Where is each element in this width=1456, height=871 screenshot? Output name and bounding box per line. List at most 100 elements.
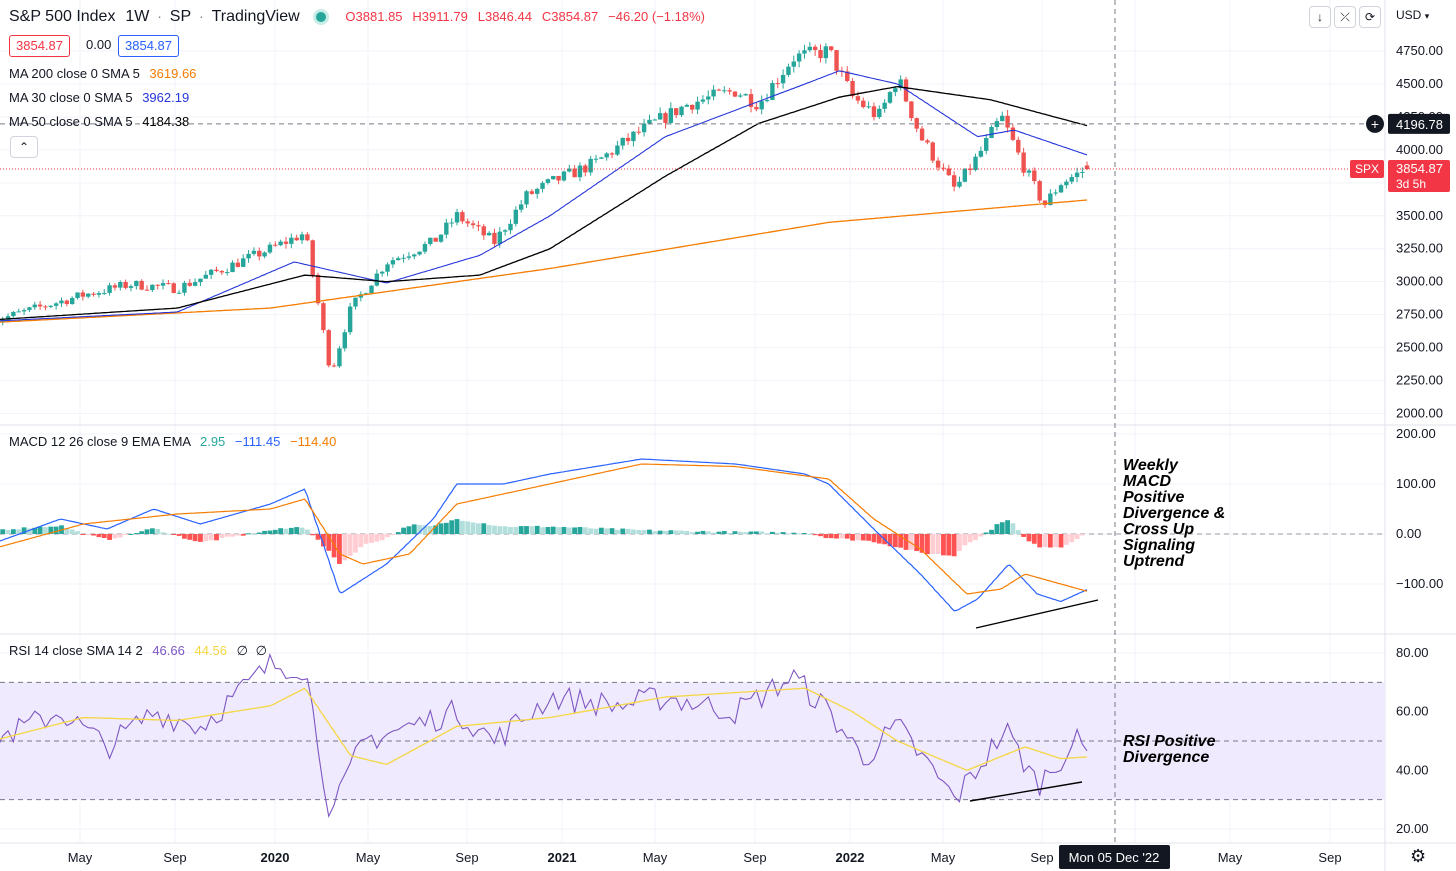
collapse-button[interactable]: ⤫ xyxy=(1334,6,1356,28)
macd-hist-bar xyxy=(534,525,540,534)
chevron-up-icon: ⌃ xyxy=(18,140,30,154)
time-tick-label: May xyxy=(643,850,668,865)
ohlc-close: C3854.87 xyxy=(541,9,599,24)
macd-hist-bar xyxy=(925,534,930,555)
last-price-tag xyxy=(1388,159,1450,192)
crosshair-price-text: 4196.78 xyxy=(1396,117,1443,132)
macd-hist-bar xyxy=(898,534,904,548)
macd-hist-bar xyxy=(518,526,524,534)
time-tick-label: May xyxy=(356,850,381,865)
candle-body xyxy=(150,284,155,291)
chevron-down-icon: ▾ xyxy=(1424,11,1430,21)
macd-hist-bar xyxy=(684,530,690,534)
ma200-value: 3619.66 xyxy=(149,66,197,81)
macd-hist-bar xyxy=(288,527,294,534)
ask-price-box[interactable]: 3854.87 xyxy=(118,35,179,57)
candle-body xyxy=(711,89,716,97)
macd-hist-value: 2.95 xyxy=(199,434,226,449)
candle-body xyxy=(1080,171,1085,173)
currency-select[interactable]: USD ▾ xyxy=(1396,8,1429,22)
candle-body xyxy=(909,101,914,119)
candle-body xyxy=(91,293,96,295)
last-price-text: 3854.87 xyxy=(1396,161,1443,176)
macd-hist-bar xyxy=(588,528,594,534)
macd-hist-bar xyxy=(310,534,316,536)
rsi-legend[interactable]: RSI 14 close SMA 14 2 46.66 44.56 ∅ ∅ xyxy=(9,643,267,659)
candle-body xyxy=(379,271,385,274)
macd-hist-bar xyxy=(786,533,791,535)
candle-body xyxy=(182,282,187,293)
arrow-down-button[interactable]: ↓ xyxy=(1309,6,1331,28)
macd-hist-bar xyxy=(53,526,59,534)
refresh-button[interactable]: ⟳ xyxy=(1359,6,1381,28)
macd-hist-bar xyxy=(855,534,861,541)
candle-body xyxy=(470,223,476,226)
candle-body xyxy=(551,175,556,180)
ma200-legend[interactable]: MA 200 close 0 SMA 5 3619.66 xyxy=(9,66,196,81)
candle-body xyxy=(353,297,358,307)
macd-hist-bar xyxy=(598,527,604,534)
candle-body xyxy=(620,137,625,146)
candle-body xyxy=(59,300,64,304)
macd-hist-bar xyxy=(582,527,588,534)
macd-hist-bar xyxy=(550,526,556,534)
gear-icon: ⚙ xyxy=(1410,846,1427,866)
ma30-legend[interactable]: MA 30 close 0 SMA 5 3962.19 xyxy=(9,90,189,105)
time-tick-label: May xyxy=(68,850,93,865)
macd-hist-bar xyxy=(69,529,75,534)
macd-hist-bar xyxy=(48,526,54,534)
candle-body xyxy=(53,303,59,306)
candle-body xyxy=(1000,115,1005,122)
macd-hist-bar xyxy=(182,534,187,539)
time-tick-label: Sep xyxy=(743,850,766,865)
candle-body xyxy=(347,306,353,333)
candle-body xyxy=(604,153,609,158)
macd-hist-bar xyxy=(978,534,984,537)
rsi-extra-2: ∅ xyxy=(255,643,267,658)
macd-hist-bar xyxy=(198,534,203,542)
candle-body xyxy=(299,234,305,241)
candle-body xyxy=(224,272,230,274)
candle-body xyxy=(834,50,839,71)
macd-label: MACD 12 26 close 9 EMA EMA xyxy=(9,434,191,449)
candle-body xyxy=(273,244,278,246)
macd-hist-bar xyxy=(930,534,936,555)
settings-gear-button[interactable]: ⚙ xyxy=(1410,846,1426,867)
collapse-legend-button[interactable]: ⌃ xyxy=(10,136,38,158)
add-alert-icon xyxy=(1366,114,1384,133)
macd-hist-bar xyxy=(246,533,251,535)
interval-label[interactable]: 1W xyxy=(125,8,150,25)
candle-body xyxy=(1032,170,1037,182)
macd-hist-bar xyxy=(609,528,615,534)
candle-body xyxy=(144,289,150,291)
macd-hist-bar xyxy=(796,533,802,535)
candle-body xyxy=(540,182,545,189)
ma50-legend[interactable]: MA 50 close 0 SMA 5 4184.38 xyxy=(9,114,189,129)
candle-body xyxy=(454,212,460,223)
macd-divergence-trendline xyxy=(975,599,1099,629)
candle-body xyxy=(588,158,593,173)
candle-body xyxy=(668,108,674,123)
bid-price-box[interactable]: 3854.87 xyxy=(9,35,70,57)
candle-body xyxy=(192,282,198,286)
candle-body xyxy=(738,95,743,97)
macd-legend[interactable]: MACD 12 26 close 9 EMA EMA 2.95 −111.45 … xyxy=(9,434,336,449)
candle-body xyxy=(497,231,502,244)
macd-hist-bar xyxy=(459,520,465,534)
candle-body xyxy=(722,90,727,92)
symbol-title[interactable]: S&P 500 Index xyxy=(9,8,116,25)
candle-body xyxy=(673,108,679,116)
macd-hist-bar xyxy=(860,534,866,541)
candle-body xyxy=(417,251,422,255)
macd-hist-bar xyxy=(363,534,369,544)
ma30-line xyxy=(0,70,1088,322)
candle-body xyxy=(850,81,855,97)
candle-body xyxy=(625,137,631,142)
macd-hist-bar xyxy=(27,528,32,534)
macd-hist-bar xyxy=(353,534,358,553)
candle-body xyxy=(716,89,722,91)
candle-body xyxy=(780,74,786,84)
macd-hist-bar xyxy=(529,526,535,534)
candle-body xyxy=(396,258,401,261)
